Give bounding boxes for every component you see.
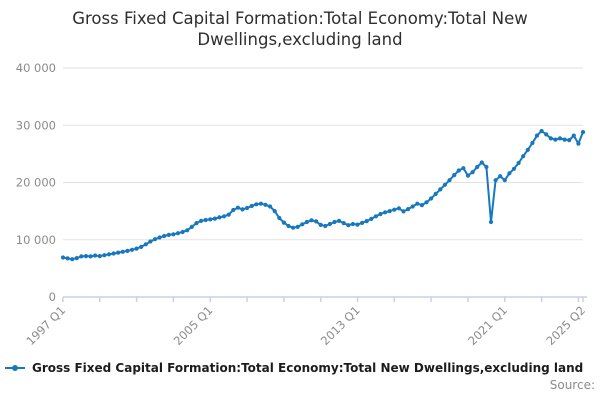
source-label: Source: xyxy=(549,378,595,392)
svg-text:1997 Q1: 1997 Q1 xyxy=(23,303,68,348)
chart-title-line-2: Dwellings,excluding land xyxy=(197,30,403,50)
svg-text:20 000: 20 000 xyxy=(16,176,56,190)
chart-title: Gross Fixed Capital Formation:Total Econ… xyxy=(0,8,600,50)
svg-text:0: 0 xyxy=(49,290,56,304)
legend-series-label: Gross Fixed Capital Formation:Total Econ… xyxy=(32,361,584,375)
svg-text:40 000: 40 000 xyxy=(16,61,56,75)
legend-line-marker-icon xyxy=(4,363,26,373)
legend-item[interactable]: Gross Fixed Capital Formation:Total Econ… xyxy=(4,361,600,375)
svg-text:30 000: 30 000 xyxy=(16,118,56,132)
svg-text:10 000: 10 000 xyxy=(16,233,56,247)
svg-text:2005 Q1: 2005 Q1 xyxy=(171,303,216,348)
svg-text:2021 Q1: 2021 Q1 xyxy=(465,303,510,348)
chart-title-line-1: Gross Fixed Capital Formation:Total Econ… xyxy=(72,9,528,28)
svg-text:2025 Q2: 2025 Q2 xyxy=(543,303,588,348)
line-chart-canvas: 0 10 000 20 000 30 000 40 000 1997 Q1 2005 Q1 2… xyxy=(16,61,588,348)
svg-text:2013 Q1: 2013 Q1 xyxy=(318,303,363,348)
